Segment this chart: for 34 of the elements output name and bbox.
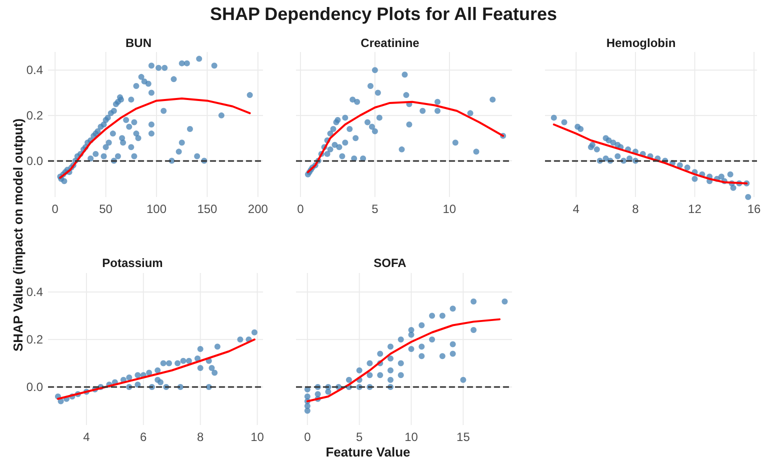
x-tick-label: 200	[248, 202, 268, 216]
chart-subtitle: Potassium	[102, 256, 163, 270]
x-tick-label: 10	[250, 430, 264, 444]
x-tick-label: 0	[52, 202, 59, 216]
x-tick-label: 0	[304, 430, 312, 444]
x-tick-label: 8	[197, 430, 204, 444]
y-tick-label: 0.2	[26, 332, 44, 346]
chart-subtitle: BUN	[126, 36, 152, 50]
x-tick-label: 100	[146, 202, 167, 216]
chart-subtitle: SOFA	[374, 256, 407, 270]
x-tick-label: 6	[140, 430, 148, 444]
y-tick-label: 0.4	[26, 63, 44, 78]
x-tick-label: 4	[572, 202, 580, 216]
x-tick-label: 15	[456, 430, 470, 444]
text: SHAP Dependency Plots for All Features	[208, 4, 558, 25]
y-tick-label: 0.0	[26, 380, 44, 394]
x-tick-label: 16	[747, 202, 762, 216]
x-tick-label: 0	[297, 202, 304, 216]
chart-subtitle: Creatinine	[360, 36, 420, 50]
y-tick-label: 0.0	[26, 154, 44, 168]
x-tick-label: 8	[632, 202, 640, 216]
x-tick-label: 12	[688, 202, 702, 216]
x-tick-label: 50	[99, 202, 113, 216]
x-tick-label: 10	[442, 202, 456, 216]
x-tick-label: 5	[356, 430, 363, 444]
x-tick-label: 5	[372, 202, 379, 216]
x-tick-label: 10	[404, 430, 418, 444]
chart-subtitle: Hemoglobin	[606, 36, 676, 50]
y-tick-label: 0.4	[26, 285, 44, 299]
y-tick-label: 0.2	[26, 108, 44, 122]
x-axis-title: Feature Value	[326, 444, 410, 460]
x-tick-label: 4	[83, 430, 90, 444]
y-axis-title: SHAP Value (impact on model output)	[10, 118, 26, 352]
x-tick-label: 150	[197, 202, 218, 216]
